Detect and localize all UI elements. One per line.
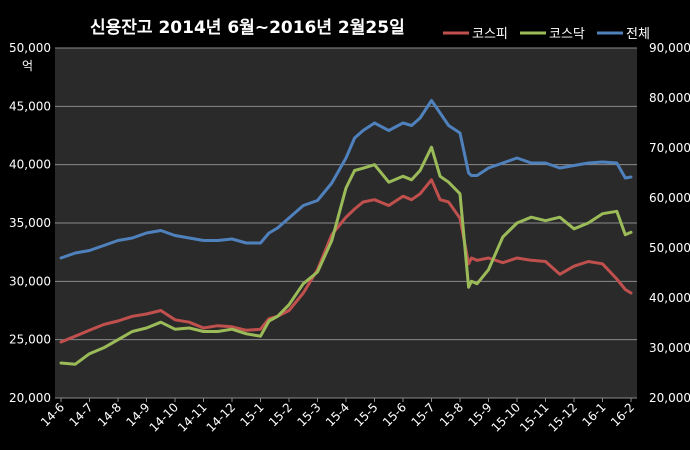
x-tick-label: 14-10 [147,400,182,435]
x-tick-label: 15-6 [380,400,409,429]
right-tick-label: 30,000 [649,341,690,355]
x-tick-label: 15-12 [546,400,581,435]
left-tick-label: 35,000 [9,216,51,230]
left-axis-ticks: 20,000 25,000 30,000 35,000 40,000 45,000 50,0… [9,41,51,405]
series-lines [59,99,633,366]
right-axis-ticks: 20,000 30,000 40,000 50,000 60,000 70,000 80,0… [649,41,690,405]
x-tick-label: 14-12 [204,400,239,435]
right-tick-label: 90,000 [649,41,690,55]
x-tick-label: 14-8 [95,400,124,429]
chart-title: 신용잔고 2014년 6월~2016년 2월25일 [90,18,405,38]
left-tick-label: 25,000 [9,333,51,347]
left-tick-label: 30,000 [9,274,51,288]
x-tick-label: 15-2 [266,400,295,429]
series-line-코스닥 [59,145,633,366]
x-tick-label: 14-7 [66,400,95,429]
series-line-전체 [59,99,633,260]
legend: 코스피 코스닥 전체 [443,27,650,42]
x-tick-label: 15-7 [408,400,437,429]
x-tick-label: 15-8 [437,400,466,429]
x-tick-label: 15-4 [323,400,352,429]
left-tick-label: 45,000 [9,99,51,113]
x-tick-label: 15-11 [517,400,552,435]
right-tick-label: 60,000 [649,191,690,205]
right-tick-label: 70,000 [649,141,690,155]
x-tick-label: 16-1 [579,400,608,429]
left-tick-label: 40,000 [9,158,51,172]
x-tick-label: 16-2 [608,400,637,429]
gridlines [55,47,637,399]
legend-label: 전체 [626,27,650,42]
x-tick-label: 15-5 [351,400,380,429]
x-tick-label: 15-1 [237,400,266,429]
left-axis-unit: 억 [22,59,33,73]
legend-label: 코스닥 [549,27,585,42]
right-tick-label: 80,000 [649,91,690,105]
legend-label: 코스피 [472,27,508,42]
x-tick-label: 15-3 [294,400,323,429]
right-tick-label: 40,000 [649,291,690,305]
x-tick-label: 14-11 [175,400,210,435]
series-line-코스피 [59,178,633,344]
x-tick-label: 15-10 [489,400,524,435]
right-tick-label: 20,000 [649,391,690,405]
right-tick-label: 50,000 [649,241,690,255]
left-tick-label: 50,000 [9,41,51,55]
left-tick-label: 20,000 [9,391,51,405]
